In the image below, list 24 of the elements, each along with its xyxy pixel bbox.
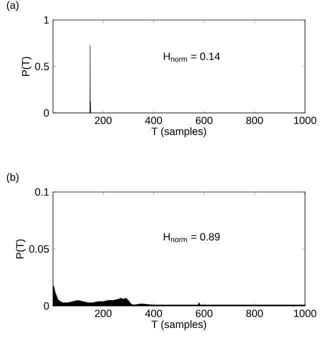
y-tick-label: 0.1 <box>35 188 49 196</box>
x-tick-label: 400 <box>145 116 162 124</box>
x-tick-label: 1000 <box>294 310 316 318</box>
y-tick-label: 0.5 <box>35 62 49 70</box>
x-tick-label: 600 <box>196 310 212 318</box>
x-tick-label: 200 <box>94 116 112 124</box>
y-tick-label: 0 <box>44 302 49 310</box>
annotation: H$_{norm}$ = 0.14 <box>164 52 220 62</box>
y-tick-label: 1 <box>44 16 49 24</box>
x-tick-label: 1000 <box>294 116 316 124</box>
chart-title: (a) <box>6 1 18 11</box>
x-tick-label: 600 <box>196 116 212 124</box>
chart-title: (b) <box>6 173 18 183</box>
y-tick-label: 0.05 <box>29 245 49 253</box>
annotation: H$_{norm}$ = 0.89 <box>164 233 220 242</box>
x-tick-label: 200 <box>94 310 112 318</box>
y-tick-label: 0 <box>44 109 49 117</box>
y-axis-title: P(T) <box>22 56 32 76</box>
x-tick-label: 400 <box>145 310 162 318</box>
x-axis-title: T (samples) <box>152 320 206 330</box>
x-tick-label: 800 <box>246 116 263 124</box>
y-axis-title: P(T) <box>16 239 26 258</box>
x-axis-title: T (samples) <box>152 127 206 138</box>
x-tick-label: 800 <box>246 310 263 318</box>
